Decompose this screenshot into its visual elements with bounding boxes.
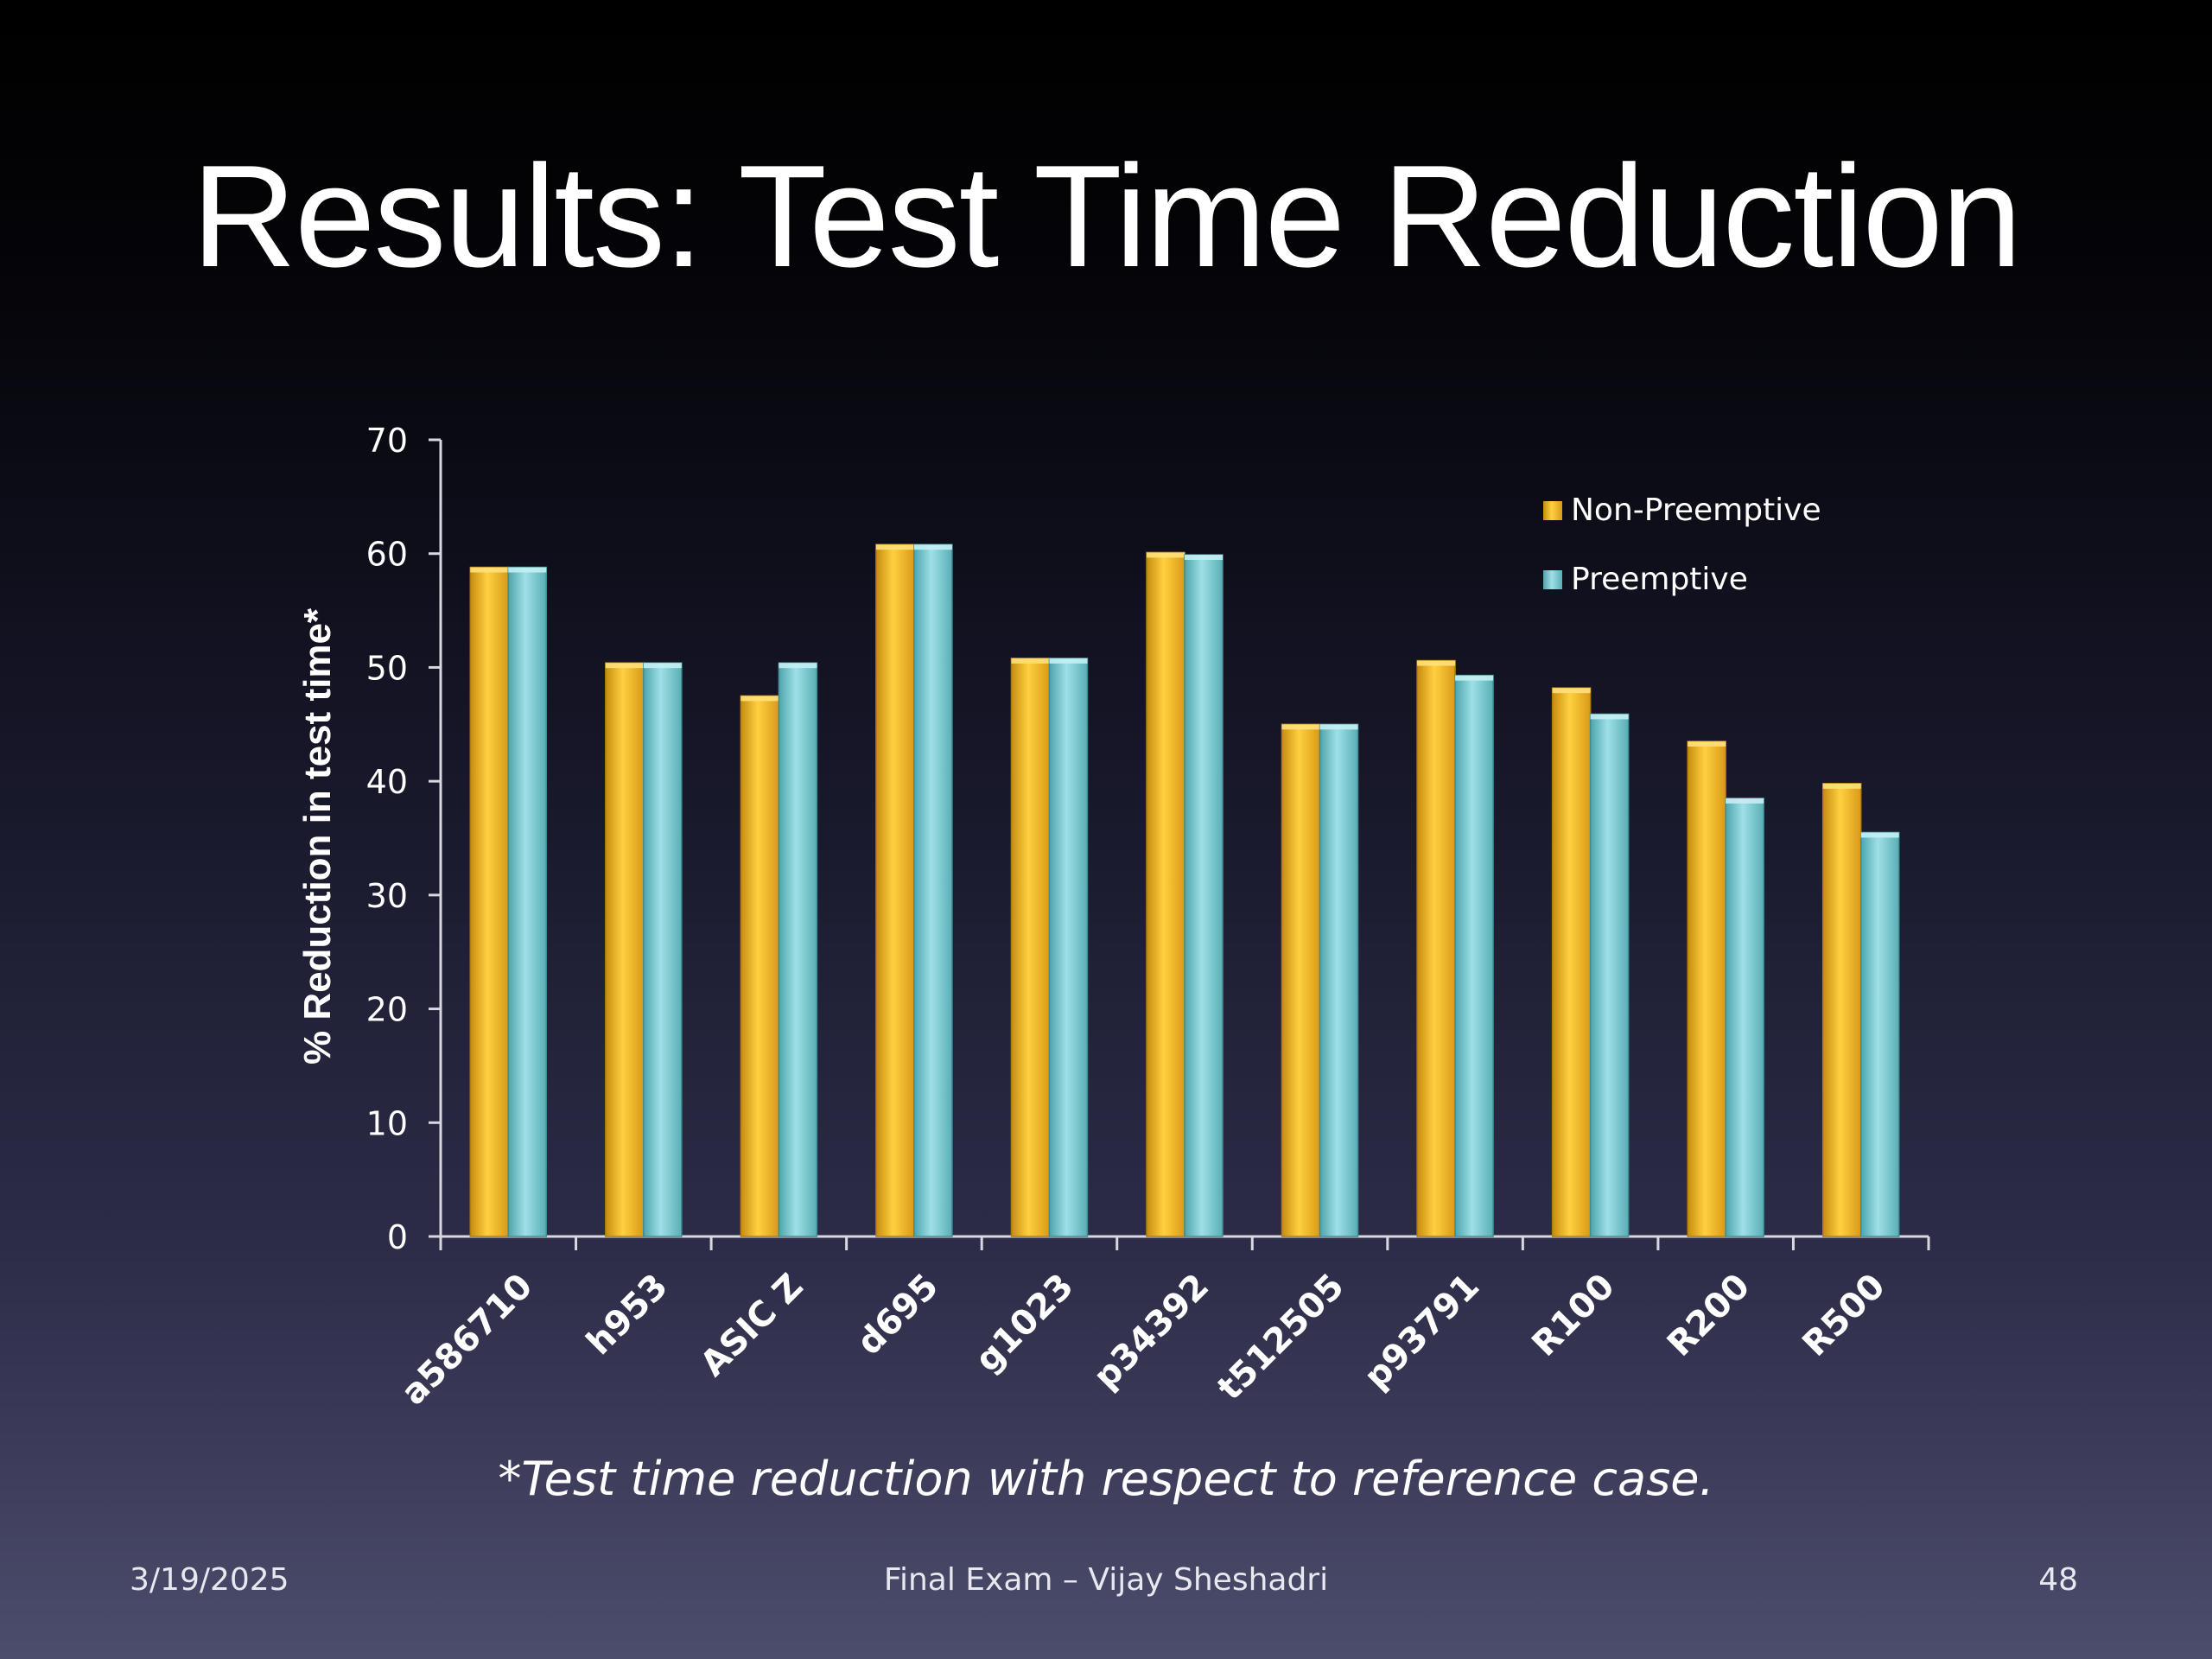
bar-cap xyxy=(1822,783,1861,789)
x-tick-label: g1023 xyxy=(968,1267,1081,1380)
bar-preemptive-asic-z xyxy=(778,662,818,1237)
y-tick-label: 60 xyxy=(366,536,408,574)
x-tick-label: a586710 xyxy=(394,1267,541,1414)
x-tick-label: p34392 xyxy=(1086,1267,1217,1397)
x-tick-label: h953 xyxy=(579,1267,676,1363)
bar-preemptive-r500 xyxy=(1859,831,1900,1237)
bar-non-preemptive-t512505 xyxy=(1281,723,1321,1237)
footnote: *Test time reduction with respect to ref… xyxy=(498,1452,1714,1506)
bar-non-preemptive-r500 xyxy=(1821,783,1862,1237)
x-tick-label: R500 xyxy=(1795,1267,1892,1364)
bar-preemptive-g1023 xyxy=(1048,658,1089,1237)
bar-cap xyxy=(643,663,682,669)
bar-cap xyxy=(470,567,509,573)
y-tick-label: 70 xyxy=(366,422,408,460)
y-tick-labels: 0 10 20 30 40 50 60 70 xyxy=(366,422,408,1256)
bar-non-preemptive-r200 xyxy=(1687,741,1726,1237)
bar-cap xyxy=(1319,724,1358,730)
x-tick-label: p93791 xyxy=(1357,1267,1487,1397)
x-tick-label: t512505 xyxy=(1210,1267,1351,1408)
y-tick-label: 30 xyxy=(366,877,408,915)
bar-preemptive-t512505 xyxy=(1319,723,1359,1237)
bar-preemptive-r100 xyxy=(1589,713,1630,1237)
bar-cap xyxy=(1726,798,1764,804)
bar-cap xyxy=(1281,724,1320,730)
legend-swatch xyxy=(1543,501,1562,520)
bar-non-preemptive-r100 xyxy=(1551,687,1592,1237)
bar-cap xyxy=(1011,658,1050,664)
legend-label: Preemptive xyxy=(1571,562,1748,597)
y-tick-label: 10 xyxy=(366,1104,408,1142)
bar-preemptive-h953 xyxy=(643,662,683,1237)
page-number: 48 xyxy=(2038,1562,2078,1598)
bar-cap xyxy=(913,544,952,550)
y-tick-label: 0 xyxy=(387,1218,408,1256)
y-tick-label: 40 xyxy=(366,763,408,801)
bar-cap xyxy=(875,544,914,550)
x-tick-label: R100 xyxy=(1524,1267,1622,1364)
bar-preemptive-d695 xyxy=(913,543,953,1237)
bar-cap xyxy=(1590,714,1629,720)
legend-label: Non-Preemptive xyxy=(1571,493,1821,528)
chart-legend: Non-Preemptive Preemptive xyxy=(1543,493,1821,597)
x-tick-label: R200 xyxy=(1660,1267,1758,1364)
bar-non-preemptive-d695 xyxy=(875,543,915,1237)
footer-date: 3/19/2025 xyxy=(130,1562,289,1598)
bar-cap xyxy=(1147,552,1185,558)
bar-preemptive-p34392 xyxy=(1184,554,1224,1237)
bar-cap xyxy=(1860,832,1899,838)
footer-title: Final Exam – Vijay Sheshadri xyxy=(883,1562,1329,1598)
slide-title: Results: Test Time Reduction xyxy=(191,135,2023,297)
chart-bars xyxy=(469,543,1900,1237)
bar-cap xyxy=(1455,675,1494,681)
bar-non-preemptive-h953 xyxy=(605,662,645,1237)
y-tick-label: 20 xyxy=(366,991,408,1029)
y-tick-label: 50 xyxy=(366,649,408,687)
bar-preemptive-p93791 xyxy=(1454,674,1494,1237)
bar-cap xyxy=(605,663,644,669)
x-tick-label: ASIC Z xyxy=(693,1267,810,1384)
bar-preemptive-r200 xyxy=(1725,798,1764,1237)
legend-swatch xyxy=(1543,570,1562,589)
x-tick-label: d695 xyxy=(849,1267,946,1363)
bar-cap xyxy=(1417,660,1456,666)
y-axis-label: % Reduction in test time* xyxy=(296,607,339,1065)
bar-cap xyxy=(508,567,547,573)
bar-non-preemptive-p93791 xyxy=(1416,659,1456,1237)
bar-non-preemptive-asic-z xyxy=(740,695,780,1237)
bar-cap xyxy=(1552,688,1591,694)
bar-preemptive-a586710 xyxy=(507,566,548,1237)
bar-cap xyxy=(779,663,817,669)
bar-cap xyxy=(1185,555,1223,561)
bar-cap xyxy=(741,696,779,702)
bar-cap xyxy=(1688,741,1726,747)
bar-non-preemptive-p34392 xyxy=(1146,551,1185,1237)
bar-non-preemptive-g1023 xyxy=(1010,658,1051,1237)
bar-cap xyxy=(1049,658,1088,664)
bar-non-preemptive-a586710 xyxy=(469,566,510,1237)
